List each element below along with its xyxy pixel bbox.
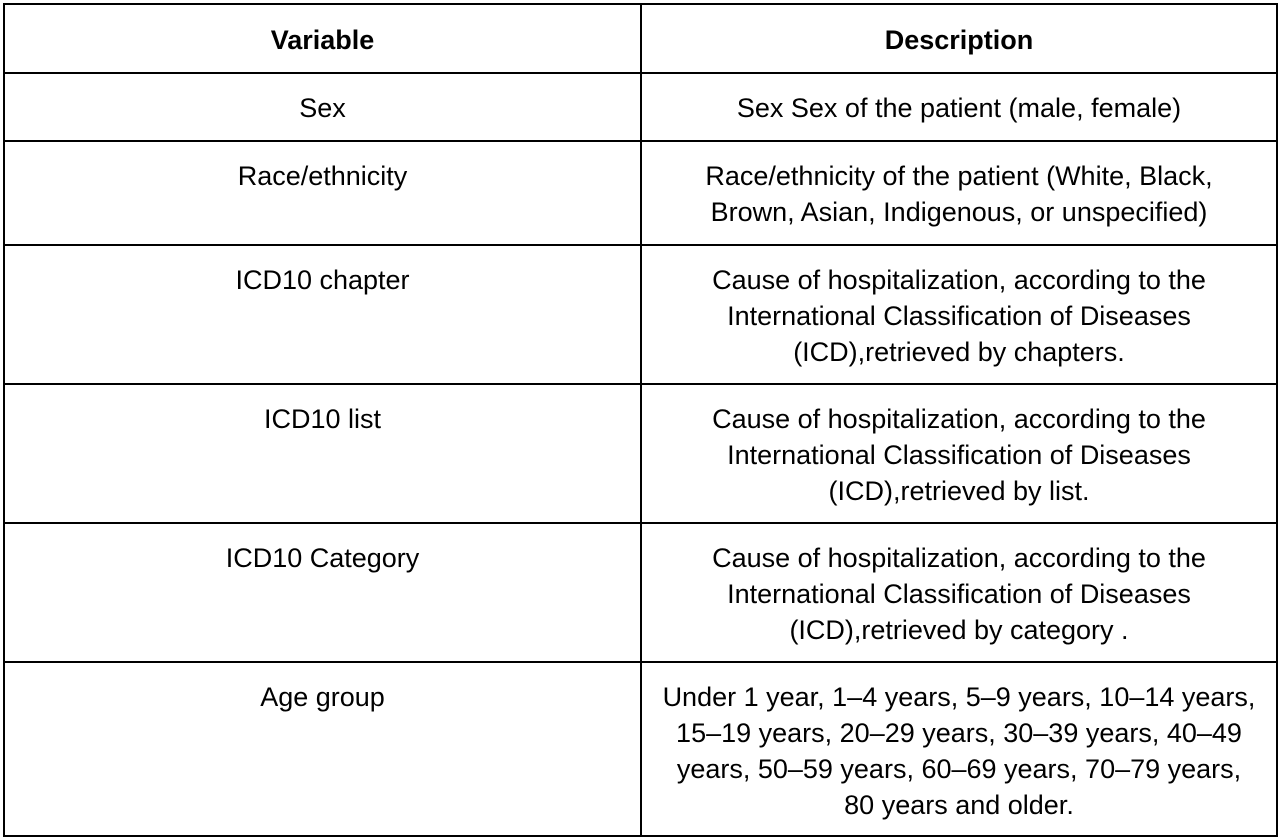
table-body: Sex Sex Sex of the patient (male, female… xyxy=(3,72,1278,837)
cell-variable: ICD10 chapter xyxy=(3,244,642,385)
cell-variable: ICD10 Category xyxy=(3,522,642,663)
cell-variable: Sex xyxy=(3,72,642,142)
table-row: ICD10 list Cause of hospitalization, acc… xyxy=(3,383,1278,524)
cell-variable: ICD10 list xyxy=(3,383,642,524)
table-row: Sex Sex Sex of the patient (male, female… xyxy=(3,72,1278,142)
cell-description: Under 1 year, 1–4 years, 5–9 years, 10–1… xyxy=(640,661,1278,837)
description-text: Race/ethnicity of the patient (White, Bl… xyxy=(705,161,1213,227)
cell-description: Cause of hospitalization, according to t… xyxy=(640,522,1278,663)
table-row: Age group Under 1 year, 1–4 years, 5–9 y… xyxy=(3,661,1278,837)
header-variable: Variable xyxy=(3,3,642,74)
table-header: Variable Description xyxy=(3,3,1278,74)
description-text: Under 1 year, 1–4 years, 5–9 years, 10–1… xyxy=(662,682,1256,820)
description-text: Cause of hospitalization, according to t… xyxy=(712,265,1206,367)
cell-description: Cause of hospitalization, according to t… xyxy=(640,244,1278,385)
table-row: ICD10 Category Cause of hospitalization,… xyxy=(3,522,1278,663)
variables-table: Variable Description Sex Sex Sex of the … xyxy=(3,3,1278,837)
table-row: ICD10 chapter Cause of hospitalization, … xyxy=(3,244,1278,385)
cell-variable: Age group xyxy=(3,661,642,837)
cell-variable: Race/ethnicity xyxy=(3,140,642,246)
cell-description: Cause of hospitalization, according to t… xyxy=(640,383,1278,524)
header-description: Description xyxy=(640,3,1278,74)
table-row: Race/ethnicity Race/ethnicity of the pat… xyxy=(3,140,1278,246)
header-row: Variable Description xyxy=(3,3,1278,74)
cell-description: Sex Sex of the patient (male, female) xyxy=(640,72,1278,142)
cell-description: Race/ethnicity of the patient (White, Bl… xyxy=(640,140,1278,246)
description-text: Cause of hospitalization, according to t… xyxy=(712,404,1206,506)
description-text: Cause of hospitalization, according to t… xyxy=(712,543,1206,645)
description-text: Sex Sex of the patient (male, female) xyxy=(736,93,1182,123)
